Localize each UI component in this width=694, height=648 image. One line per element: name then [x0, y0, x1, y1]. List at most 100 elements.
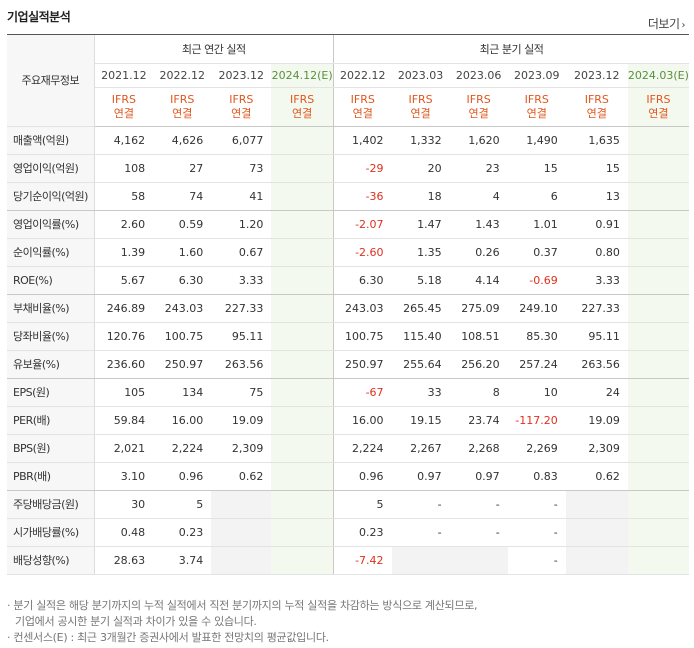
- quarter-value-cell: 6.30: [333, 266, 392, 295]
- basis-standard: IFRS: [290, 92, 315, 106]
- quarter-period-header: 2022.12: [333, 63, 392, 88]
- annual-value-cell: 4,162: [94, 126, 154, 155]
- quarter-value-cell: -: [449, 518, 508, 547]
- table-row: 주당배당금(원) 30 5 5- - -: [7, 490, 689, 519]
- annual-value-cell: [271, 518, 334, 547]
- table-row: EPS(원) 105 134 75 -67 33 8 10 24: [7, 378, 689, 407]
- quarter-value-cell: 0.80: [565, 238, 628, 267]
- financial-table: 주요재무정보 최근 연간 실적 최근 분기 실적 2021.12 2022.12 2…: [7, 35, 689, 575]
- quarter-value-cell: 0.23: [333, 518, 392, 547]
- basis-scope: 연결: [172, 106, 193, 120]
- row-label: 당기순이익(억원): [7, 182, 95, 211]
- basis-scope: 연결: [352, 106, 373, 120]
- quarter-value-cell: 0.62: [565, 462, 628, 491]
- annual-value-cell: 0.67: [211, 238, 272, 267]
- footnote-quarterly: · 분기 실적은 해당 분기까지의 누적 실적에서 직전 분기까지의 누적 실적…: [7, 599, 478, 612]
- quarter-value-cell: [627, 434, 689, 463]
- quarter-value-cell: 227.33: [565, 294, 628, 323]
- row-label: 영업이익(억원): [7, 154, 95, 183]
- annual-value-cell: [271, 378, 334, 407]
- annual-value-cell: [271, 546, 334, 575]
- table-row: ROE(%) 5.67 6.30 3.33 6.30 5.18 4.14 -0.69 3.33: [7, 266, 689, 295]
- basis-header: IFRS 연결: [211, 87, 272, 127]
- quarter-value-cell: 2,269: [507, 434, 566, 463]
- annual-value-cell: [271, 182, 334, 211]
- basis-header: IFRS 연결: [391, 87, 450, 127]
- basis-header: IFRS 연결: [449, 87, 508, 127]
- quarter-period-header: 2024.03(E): [627, 63, 689, 88]
- basis-scope: 연결: [468, 106, 489, 120]
- annual-value-cell: 120.76: [94, 322, 154, 351]
- quarter-period-header: 2023.12: [565, 63, 628, 88]
- quarter-value-cell: [627, 126, 689, 155]
- quarter-value-cell: -: [507, 518, 566, 547]
- quarter-value-cell: [565, 546, 628, 575]
- quarter-value-cell: 24: [565, 378, 628, 407]
- annual-value-cell: 236.60: [94, 350, 154, 379]
- annual-value-cell: [211, 490, 272, 519]
- quarter-value-cell: [627, 350, 689, 379]
- basis-header: IFRS 연결: [271, 87, 334, 127]
- annual-value-cell: [271, 154, 334, 183]
- annual-value-cell: 108: [94, 154, 154, 183]
- basis-header: IFRS 연결: [627, 87, 689, 127]
- quarter-value-cell: 1.35: [391, 238, 450, 267]
- table-row: 영업이익률(%) 2.60 0.59 1.20 -2.07 1.47 1.43 1.01 0.9…: [7, 210, 689, 239]
- quarter-value-cell: 0.97: [449, 462, 508, 491]
- annual-period-header: 2023.12: [211, 63, 272, 88]
- annual-period-header: 2021.12: [94, 63, 154, 88]
- table-row: 매출액(억원) 4,162 4,626 6,077 1,402 1,332 1,620 1,4…: [7, 126, 689, 155]
- annual-value-cell: 0.96: [153, 462, 212, 491]
- quarter-value-cell: [627, 154, 689, 183]
- annual-value-cell: 246.89: [94, 294, 154, 323]
- chevron-right-icon: ›: [681, 20, 686, 31]
- table-row: PER(배) 59.84 16.00 19.09 16.00 19.15 23.74 -117…: [7, 406, 689, 435]
- basis-header: IFRS 연결: [565, 87, 628, 127]
- annual-value-cell: 27: [153, 154, 212, 183]
- quarter-value-cell: -0.69: [507, 266, 566, 295]
- annual-value-cell: 41: [211, 182, 272, 211]
- quarter-value-cell: -67: [333, 378, 392, 407]
- section-title: 기업실적분석: [7, 10, 71, 24]
- table-row: 부채비율(%) 246.89 243.03 227.33 243.03 265.45 275…: [7, 294, 689, 323]
- basis-header: IFRS 연결: [94, 87, 154, 127]
- quarter-value-cell: 20: [391, 154, 450, 183]
- annual-value-cell: 243.03: [153, 294, 212, 323]
- annual-period-header: 2024.12(E): [271, 63, 334, 88]
- basis-header: IFRS 연결: [153, 87, 212, 127]
- table-row: 순이익률(%) 1.39 1.60 0.67 -2.60 1.35 0.26 0.37 0.80: [7, 238, 689, 267]
- table-row: 영업이익(억원) 108 27 73 -29 20 23 15 15: [7, 154, 689, 183]
- quarter-value-cell: 16.00: [333, 406, 392, 435]
- quarter-value-cell: 1.43: [449, 210, 508, 239]
- row-label: PER(배): [7, 406, 95, 435]
- row-label: EPS(원): [7, 378, 95, 407]
- annual-value-cell: 0.59: [153, 210, 212, 239]
- annual-value-cell: 3.33: [211, 266, 272, 295]
- quarter-value-cell: 275.09: [449, 294, 508, 323]
- quarter-value-cell: 256.20: [449, 350, 508, 379]
- basis-scope: 연결: [113, 106, 135, 120]
- annual-value-cell: 58: [94, 182, 154, 211]
- more-link[interactable]: 더보기 ›: [648, 15, 686, 32]
- quarter-value-cell: -7.42: [333, 546, 392, 575]
- quarter-value-cell: 243.03: [333, 294, 392, 323]
- basis-standard: IFRS: [170, 92, 195, 106]
- annual-value-cell: 4,626: [153, 126, 212, 155]
- quarter-value-cell: -2.60: [333, 238, 392, 267]
- quarter-value-cell: [627, 406, 689, 435]
- quarter-period-header: 2023.06: [449, 63, 508, 88]
- annual-value-cell: 1.60: [153, 238, 212, 267]
- annual-value-cell: [271, 490, 334, 519]
- quarter-value-cell: [627, 518, 689, 547]
- table-row: 당좌비율(%) 120.76 100.75 95.11 100.75 115.40 108.…: [7, 322, 689, 351]
- annual-value-cell: 227.33: [211, 294, 272, 323]
- annual-value-cell: 6,077: [211, 126, 272, 155]
- quarter-value-cell: [627, 266, 689, 295]
- quarter-value-cell: 4.14: [449, 266, 508, 295]
- annual-value-cell: 6.30: [153, 266, 212, 295]
- annual-value-cell: 75: [211, 378, 272, 407]
- footnotes: · 분기 실적은 해당 분기까지의 누적 실적에서 직전 분기까지의 누적 실적…: [7, 598, 478, 646]
- annual-value-cell: 1.20: [211, 210, 272, 239]
- quarter-value-cell: [627, 238, 689, 267]
